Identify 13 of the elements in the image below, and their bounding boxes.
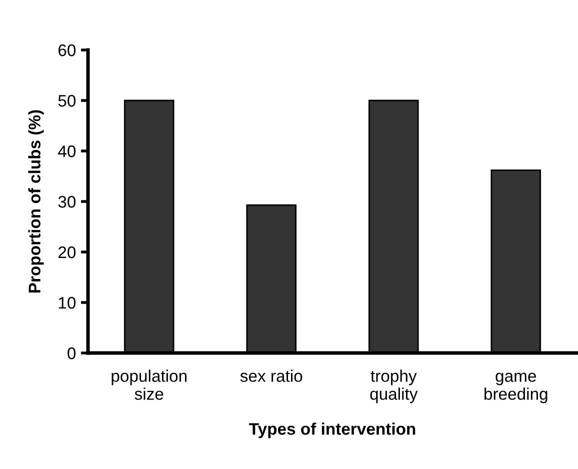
y-tick-label: 60 [58,44,76,56]
y-tick-label: 50 [58,94,76,107]
x-tick-label: population size [112,370,187,400]
y-tick-label: 20 [58,246,76,258]
x-axis-title: Types of intervention [249,422,416,438]
x-tick-label: sex ratio [240,370,302,382]
x-tick-label: trophy quality [370,370,418,404]
x-tick-label: game breeding [484,372,548,404]
y-axis-title: Proportion of clubs (%) [28,110,44,293]
y-tick-label: 10 [58,296,76,309]
y-tick-label: 0 [68,347,76,360]
y-tick-label: 30 [58,196,76,208]
y-tick-label: 40 [58,145,76,158]
